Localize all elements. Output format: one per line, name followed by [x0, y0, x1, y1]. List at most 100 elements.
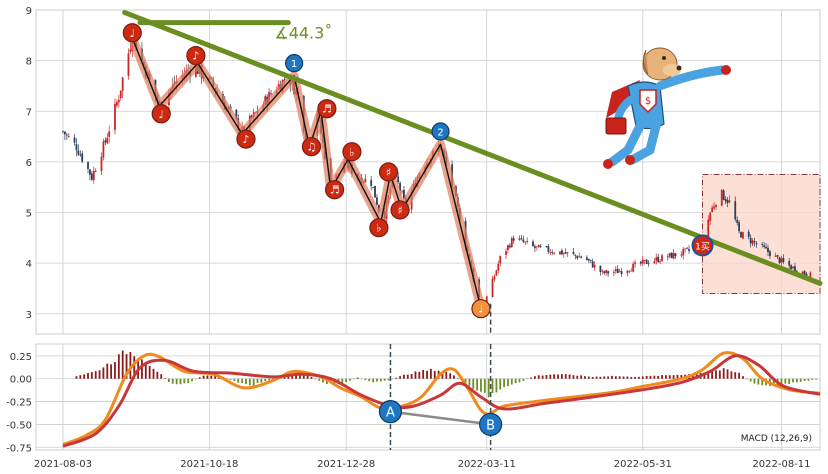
angle-label: ∡44.3˚ — [274, 24, 332, 43]
note-marker: ♩ — [122, 23, 142, 43]
candle-body — [742, 232, 744, 239]
candle-body — [788, 261, 791, 266]
macd-histogram-bar — [241, 378, 244, 383]
candle-body — [526, 240, 529, 242]
macd-histogram-bar — [564, 374, 567, 379]
candle-body — [127, 53, 130, 76]
candle-body — [493, 276, 496, 280]
macd-histogram-bar — [441, 371, 444, 379]
macd-histogram-bar — [483, 378, 486, 393]
note-marker-symbol: ♪ — [242, 133, 249, 146]
candle-body — [632, 263, 635, 272]
candle-body — [264, 96, 267, 105]
candle-body — [518, 238, 521, 241]
macd-histogram-bar — [214, 374, 217, 379]
candle-body — [747, 231, 750, 237]
candle-body — [364, 178, 367, 183]
macd-histogram-bar — [792, 378, 794, 383]
candle-body — [566, 252, 569, 254]
candle-body — [551, 252, 554, 254]
candle-body — [572, 251, 575, 254]
macd-histogram-bar — [79, 375, 82, 379]
candle-body — [715, 204, 717, 207]
macd-histogram-bar — [322, 378, 324, 383]
candle-body — [545, 246, 548, 247]
candle-body — [639, 261, 642, 264]
candle-body — [553, 253, 556, 255]
macd-histogram-bar — [391, 378, 394, 380]
macd-histogram-bar — [730, 371, 733, 379]
buy-marker: 1买 — [691, 234, 714, 257]
note-marker-circle — [390, 200, 410, 220]
macd-histogram-bar — [225, 378, 228, 379]
macd-histogram-bar — [272, 378, 274, 380]
x-tick-label: 2022-05-31 — [614, 459, 672, 470]
candle-body — [670, 252, 673, 259]
macd-histogram-bar — [611, 375, 613, 379]
macd-histogram-bar — [541, 375, 544, 379]
candle-body — [794, 266, 796, 272]
macd-histogram-bar — [510, 378, 513, 385]
macd-histogram-bar — [464, 378, 467, 383]
macd-histogram-bar — [784, 378, 787, 384]
divergence-marker-circle — [479, 412, 503, 437]
macd-histogram-bar — [248, 378, 251, 386]
candle-body — [740, 232, 742, 238]
candle-body — [645, 259, 648, 264]
macd-histogram-bar — [233, 378, 236, 381]
candle-body — [73, 137, 76, 143]
macd-histogram-bar — [114, 362, 116, 379]
macd-histogram-bar — [618, 376, 621, 379]
macd-histogram-bar — [299, 374, 301, 379]
macd-histogram-bar — [761, 378, 764, 386]
macd-y-tick-label: -0.25 — [6, 398, 32, 409]
candle-body — [376, 197, 378, 205]
candle-body — [79, 154, 82, 156]
macd-histogram-bar — [183, 378, 186, 384]
price-y-tick-label: 6 — [26, 158, 32, 169]
divergence-marker-circle — [378, 400, 403, 424]
macd-histogram-bar — [75, 376, 78, 379]
note-marker-symbol: ♭ — [349, 146, 354, 159]
note-marker: ♯ — [378, 162, 399, 182]
candle-body — [537, 244, 540, 248]
macd-histogram-bar — [757, 378, 760, 385]
candle-body — [92, 170, 95, 181]
candle-body — [801, 271, 804, 274]
macd-histogram-bar — [534, 376, 536, 379]
note-marker: ♭ — [369, 218, 389, 238]
macd-histogram-bar — [557, 374, 559, 379]
candle-body — [607, 271, 610, 274]
candle-body — [653, 261, 656, 264]
macd-histogram-bar — [318, 378, 321, 381]
candle-body — [641, 259, 644, 264]
macd-histogram-bar — [83, 374, 86, 379]
macd-histogram-bar — [406, 374, 409, 379]
macd-histogram-bar — [514, 378, 517, 384]
candle-body — [562, 253, 565, 254]
macd-histogram-bar — [526, 378, 529, 380]
divergence-marker-a: A — [378, 400, 403, 424]
macd-title: MACD (12,26,9) — [741, 434, 812, 444]
wave-marker: 2 — [431, 122, 450, 141]
candle-body — [560, 250, 563, 255]
candle-body — [564, 252, 567, 254]
macd-histogram-bar — [495, 378, 498, 393]
candle-body — [778, 257, 781, 264]
candle-body — [620, 271, 623, 275]
macd-histogram-bar — [372, 378, 375, 383]
candle-body — [535, 246, 538, 248]
macd-histogram-bar — [418, 371, 421, 379]
candle-body — [377, 204, 380, 212]
candle-body — [761, 243, 764, 245]
note-marker-symbol: ♩ — [159, 108, 164, 121]
candle-body — [728, 200, 731, 203]
divergence-marker-b: B — [479, 412, 503, 437]
macd-histogram-bar — [676, 374, 679, 379]
macd-y-tick-label: -0.75 — [6, 443, 32, 454]
note-marker-symbol: ♫ — [307, 141, 317, 154]
candle-body — [499, 255, 502, 264]
macd-histogram-bar — [252, 378, 255, 386]
candle-body — [235, 109, 238, 120]
